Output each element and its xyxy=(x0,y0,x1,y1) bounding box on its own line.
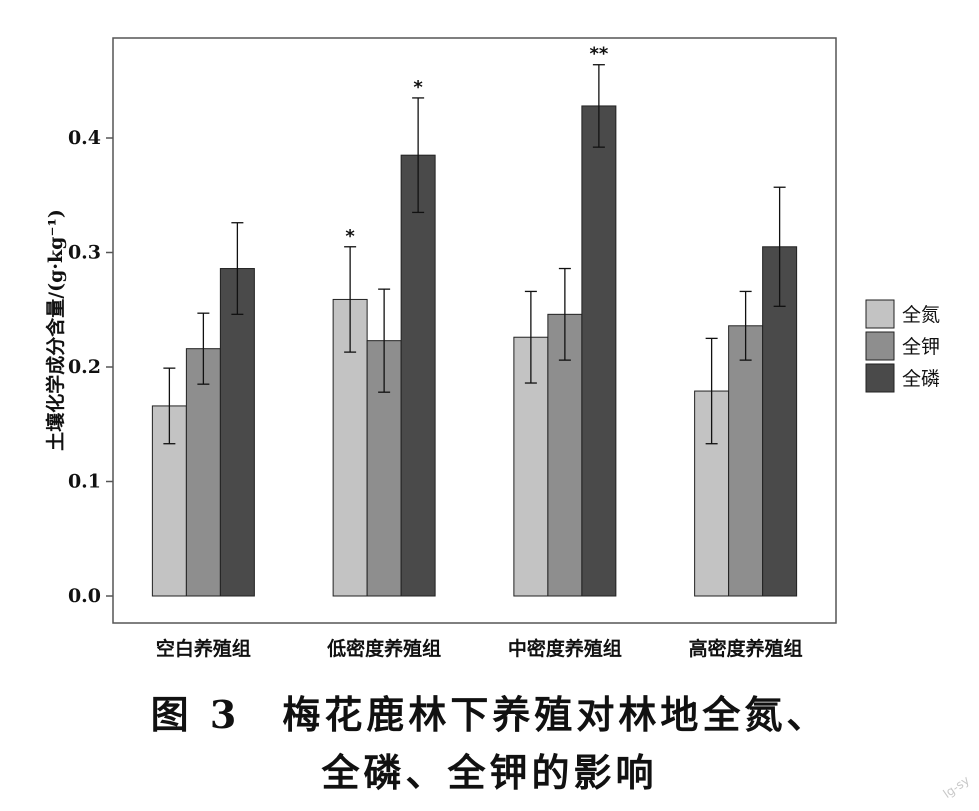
x-tick-label: 低密度养殖组 xyxy=(326,637,441,660)
plot-area xyxy=(112,37,837,624)
bar xyxy=(581,105,617,597)
y-tick-label: 0.2 xyxy=(68,356,101,378)
bar xyxy=(547,313,583,597)
legend-swatch xyxy=(865,363,895,393)
y-tick-label: 0.3 xyxy=(68,242,101,264)
bar xyxy=(728,325,764,597)
x-tick-label: 空白养殖组 xyxy=(156,637,251,660)
legend-label: 全钾 xyxy=(902,336,940,358)
figure-caption-line-1: 图 3 梅花鹿林下养殖对林地全氮、 xyxy=(150,692,829,737)
significance-marker: * xyxy=(413,77,423,98)
y-tick-label: 0.0 xyxy=(68,585,101,607)
legend-label: 全氮 xyxy=(902,304,940,326)
y-tick-label: 0.1 xyxy=(68,471,101,493)
significance-marker: ** xyxy=(589,44,608,65)
y-axis: 0.0 0.1 0.2 0.3 0.4 xyxy=(68,127,113,607)
figure-caption-line-2: 全磷、全钾的影响 xyxy=(321,750,658,795)
plot-frame xyxy=(112,37,837,624)
bars: **** xyxy=(151,44,798,597)
bar xyxy=(400,154,436,597)
bar xyxy=(185,348,221,597)
x-tick-label: 高密度养殖组 xyxy=(689,637,803,660)
bar-chart: 0.00.10.20.30.4 **** 空白养殖组 低密度养殖组 中密度养殖组 高密… xyxy=(44,37,940,660)
legend-label: 全磷 xyxy=(902,368,940,390)
legend-swatch xyxy=(865,299,895,329)
significance-marker: * xyxy=(345,226,355,247)
x-axis: 空白养殖组 低密度养殖组 中密度养殖组 高密度养殖组 xyxy=(156,637,803,660)
legend-swatch xyxy=(865,331,895,361)
y-tick-label: 0.4 xyxy=(68,127,101,149)
y-axis-label: 土壤化学成分含量/(g·kg⁻¹) xyxy=(44,209,67,451)
bar xyxy=(219,268,255,597)
x-tick-label: 中密度养殖组 xyxy=(508,637,622,660)
